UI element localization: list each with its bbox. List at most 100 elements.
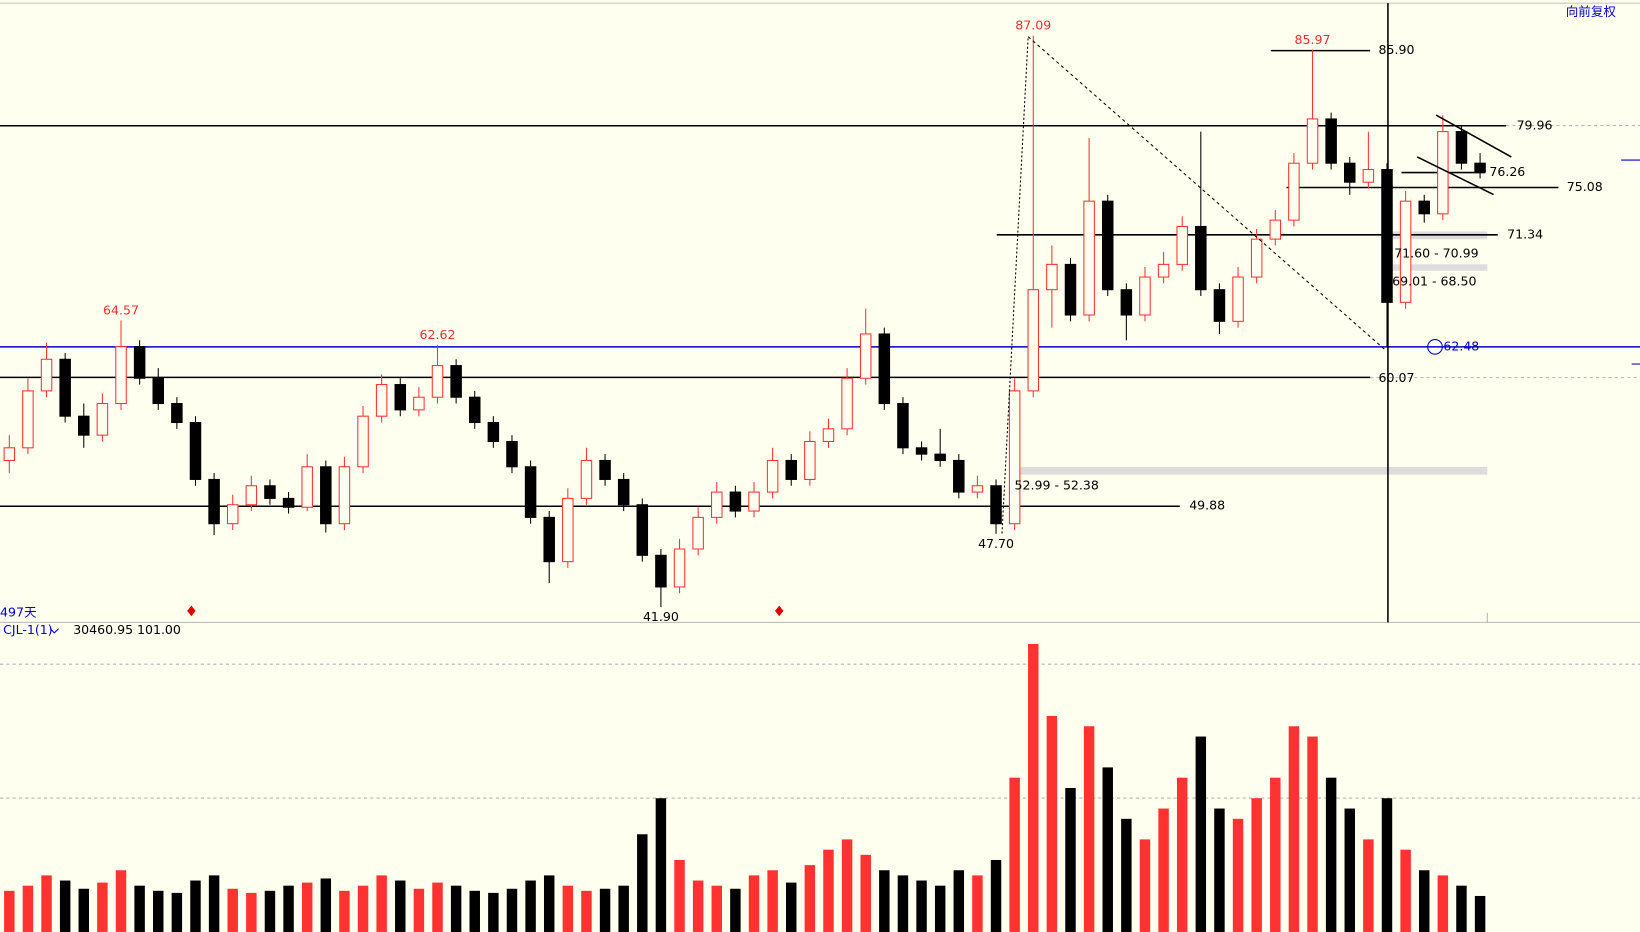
candle-body bbox=[1362, 169, 1375, 183]
zone-label: 71.60 - 70.99 bbox=[1394, 245, 1478, 260]
period-label: 497天 bbox=[0, 604, 37, 619]
adjust-mode[interactable]: 向前复权 bbox=[1566, 4, 1617, 19]
volume-bar bbox=[1139, 839, 1151, 932]
candle-body bbox=[1157, 263, 1170, 278]
volume-bar bbox=[618, 885, 629, 932]
volume-bar bbox=[655, 798, 667, 932]
level-handle bbox=[1427, 339, 1443, 355]
candles bbox=[3, 35, 1486, 608]
volume-bar bbox=[1028, 643, 1039, 932]
candle-body bbox=[1325, 118, 1337, 164]
volume-bar bbox=[1158, 808, 1169, 932]
volume-bar bbox=[115, 870, 127, 932]
volume-bars bbox=[4, 643, 1486, 932]
volume-bar bbox=[1400, 849, 1411, 932]
volume-bar bbox=[413, 888, 425, 932]
volume-bar bbox=[4, 890, 15, 932]
candle-body bbox=[375, 384, 388, 417]
candle-body bbox=[692, 516, 704, 550]
volume-bar bbox=[376, 875, 387, 932]
volume-bar bbox=[1363, 839, 1374, 932]
candle-body bbox=[320, 466, 332, 525]
candle-body bbox=[394, 384, 407, 411]
volume-bar bbox=[711, 885, 722, 932]
candle-body bbox=[636, 504, 649, 556]
volume-bar bbox=[786, 882, 797, 932]
candle-body bbox=[766, 459, 779, 493]
candle-body bbox=[1250, 238, 1263, 278]
indicator-name[interactable]: CJL-1(1) bbox=[3, 622, 53, 637]
volume-bar bbox=[599, 888, 611, 932]
candle-body bbox=[1064, 263, 1077, 316]
volume-bar bbox=[134, 885, 145, 932]
volume-bar bbox=[97, 882, 108, 932]
volume-bar bbox=[432, 882, 443, 932]
candle-body bbox=[431, 365, 444, 398]
candle-body bbox=[897, 403, 909, 449]
volume-bar bbox=[543, 875, 555, 932]
volume-bar bbox=[227, 888, 238, 932]
candle-body bbox=[22, 390, 34, 449]
volume-bar bbox=[934, 885, 946, 932]
candle-body bbox=[96, 403, 109, 436]
level-label: 62.48 bbox=[1443, 338, 1479, 353]
candle-body bbox=[599, 459, 611, 480]
candle-body bbox=[1120, 289, 1133, 316]
candle-body bbox=[1399, 200, 1412, 303]
candle-body bbox=[748, 491, 760, 512]
indicator-value: 30460.95 bbox=[73, 622, 133, 637]
volume-bar bbox=[1325, 777, 1337, 932]
volume-bar bbox=[153, 890, 164, 932]
indicator-dropdown[interactable] bbox=[49, 628, 59, 634]
volume-bar bbox=[1456, 885, 1467, 932]
candle-body bbox=[1083, 200, 1095, 316]
level-label: 85.90 bbox=[1379, 42, 1415, 57]
volume-bar bbox=[692, 880, 704, 932]
volume-bar bbox=[860, 854, 871, 932]
volume-bar bbox=[748, 875, 760, 932]
candle-body bbox=[1139, 276, 1151, 316]
candle-body bbox=[487, 421, 500, 443]
candle-body bbox=[785, 459, 797, 480]
candle-body bbox=[1288, 162, 1300, 221]
candle-body bbox=[78, 415, 90, 436]
levels bbox=[0, 49, 1640, 508]
candle-body bbox=[1437, 131, 1449, 215]
peak-label: 62.62 bbox=[420, 327, 456, 342]
candle-body bbox=[1101, 200, 1114, 291]
candle-body bbox=[953, 459, 965, 493]
peak-label: 64.57 bbox=[103, 303, 139, 318]
candle-body bbox=[1418, 200, 1430, 215]
candle-body bbox=[133, 346, 146, 379]
indicator-value: 101.00 bbox=[137, 622, 181, 637]
volume-bar bbox=[208, 875, 220, 932]
volume-bar bbox=[897, 875, 909, 932]
candle-body bbox=[171, 403, 183, 424]
candle-body bbox=[859, 333, 872, 379]
volume-bar bbox=[841, 839, 853, 932]
volume-bar bbox=[1046, 715, 1058, 932]
candle-body bbox=[1269, 219, 1282, 240]
volume-bar bbox=[320, 878, 332, 932]
volume-bar bbox=[1344, 808, 1355, 932]
level-label: 71.34 bbox=[1507, 226, 1543, 241]
candle-body bbox=[617, 478, 630, 506]
candle-body bbox=[189, 421, 202, 480]
candle-body bbox=[524, 466, 537, 518]
candle-body bbox=[1306, 118, 1319, 164]
candle-body bbox=[1344, 162, 1356, 183]
candle-body bbox=[506, 440, 518, 468]
candle-body bbox=[1213, 289, 1226, 322]
candle-body bbox=[357, 415, 369, 468]
trend-line bbox=[1027, 36, 1387, 351]
volume-bar bbox=[525, 880, 536, 932]
volume-bar bbox=[22, 885, 34, 932]
candle-body bbox=[1027, 289, 1040, 392]
volume-bar bbox=[488, 892, 499, 932]
candle-body bbox=[1232, 276, 1244, 322]
volume-bar bbox=[767, 870, 778, 932]
candle-body bbox=[915, 447, 928, 455]
volume-bar bbox=[562, 885, 574, 932]
peak-label: 85.97 bbox=[1295, 32, 1331, 47]
